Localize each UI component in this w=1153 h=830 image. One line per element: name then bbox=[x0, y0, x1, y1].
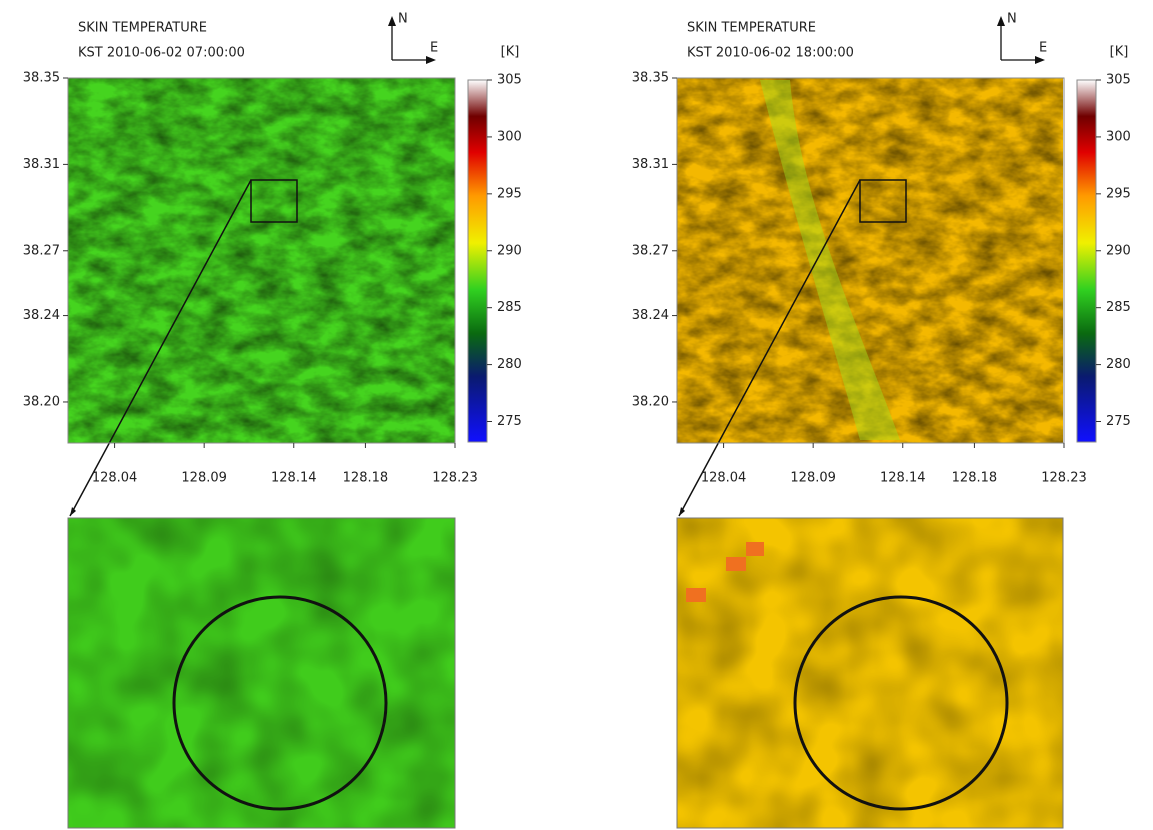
timestamp: KST 2010-06-02 18:00:00 bbox=[687, 46, 854, 61]
east-label: E bbox=[1039, 41, 1047, 56]
timestamp: KST 2010-06-02 07:00:00 bbox=[78, 46, 245, 61]
units: [K] bbox=[501, 45, 520, 60]
compass-head bbox=[388, 16, 436, 64]
x-tick-label: 128.14 bbox=[880, 471, 926, 486]
zoom-texture bbox=[68, 518, 455, 828]
compass-head bbox=[997, 16, 1045, 64]
colorbar-tick-label: 300 bbox=[1106, 129, 1131, 144]
north-label: N bbox=[398, 12, 408, 27]
colorbar-tick-label: 295 bbox=[497, 186, 522, 201]
colorbar-tick-label: 290 bbox=[1106, 243, 1131, 258]
colorbar-tick-label: 305 bbox=[497, 73, 522, 88]
y-tick-label: 38.20 bbox=[23, 394, 60, 409]
colorbar-tick-label: 280 bbox=[497, 357, 522, 372]
colorbar-tick-label: 290 bbox=[497, 243, 522, 258]
colorbar-tick-label: 280 bbox=[1106, 357, 1131, 372]
x-tick-label: 128.23 bbox=[1041, 471, 1087, 486]
colorbar-tick-label: 275 bbox=[1106, 414, 1131, 429]
colorbar-tick-label: 295 bbox=[1106, 186, 1131, 201]
terrain bbox=[68, 78, 455, 443]
y-tick-label: 38.27 bbox=[632, 243, 669, 258]
colorbar bbox=[468, 80, 487, 442]
y-tick-label: 38.24 bbox=[23, 308, 60, 323]
page: SKIN TEMPERATURE KST 2010-06-02 07:00:00 N… bbox=[0, 0, 1153, 830]
figure: SKIN TEMPERATURE KST 2010-06-02 07:00:00 N… bbox=[0, 0, 1153, 830]
units: [K] bbox=[1110, 45, 1129, 60]
y-tick-label: 38.35 bbox=[23, 71, 60, 86]
title: SKIN TEMPERATURE bbox=[78, 21, 207, 36]
y-tick-label: 38.31 bbox=[23, 157, 60, 172]
x-tick-label: 128.18 bbox=[343, 471, 389, 486]
colorbar-tick-label: 285 bbox=[497, 300, 522, 315]
hot-pixel bbox=[686, 588, 706, 602]
y-tick-label: 38.20 bbox=[632, 394, 669, 409]
x-tick-label: 128.04 bbox=[92, 471, 138, 486]
y-tick-label: 38.24 bbox=[632, 308, 669, 323]
x-tick-label: 128.14 bbox=[271, 471, 317, 486]
colorbar bbox=[1077, 80, 1096, 442]
arrow-head bbox=[70, 507, 685, 516]
east-label: E bbox=[430, 41, 438, 56]
y-tick-label: 38.31 bbox=[632, 157, 669, 172]
title: SKIN TEMPERATURE bbox=[687, 21, 816, 36]
x-tick-label: 128.09 bbox=[181, 471, 227, 486]
x-tick-label: 128.23 bbox=[432, 471, 478, 486]
y-tick-label: 38.35 bbox=[632, 71, 669, 86]
colorbar-tick-label: 305 bbox=[1106, 73, 1131, 88]
x-tick-label: 128.18 bbox=[952, 471, 998, 486]
hot-pixel bbox=[726, 557, 746, 571]
x-tick-label: 128.04 bbox=[701, 471, 747, 486]
x-tick-label: 128.09 bbox=[790, 471, 836, 486]
colorbar-tick-label: 300 bbox=[497, 129, 522, 144]
hot-pixel bbox=[746, 542, 764, 556]
north-label: N bbox=[1007, 12, 1017, 27]
colorbar-tick-label: 275 bbox=[497, 414, 522, 429]
y-tick-label: 38.27 bbox=[23, 243, 60, 258]
colorbar-tick-label: 285 bbox=[1106, 300, 1131, 315]
